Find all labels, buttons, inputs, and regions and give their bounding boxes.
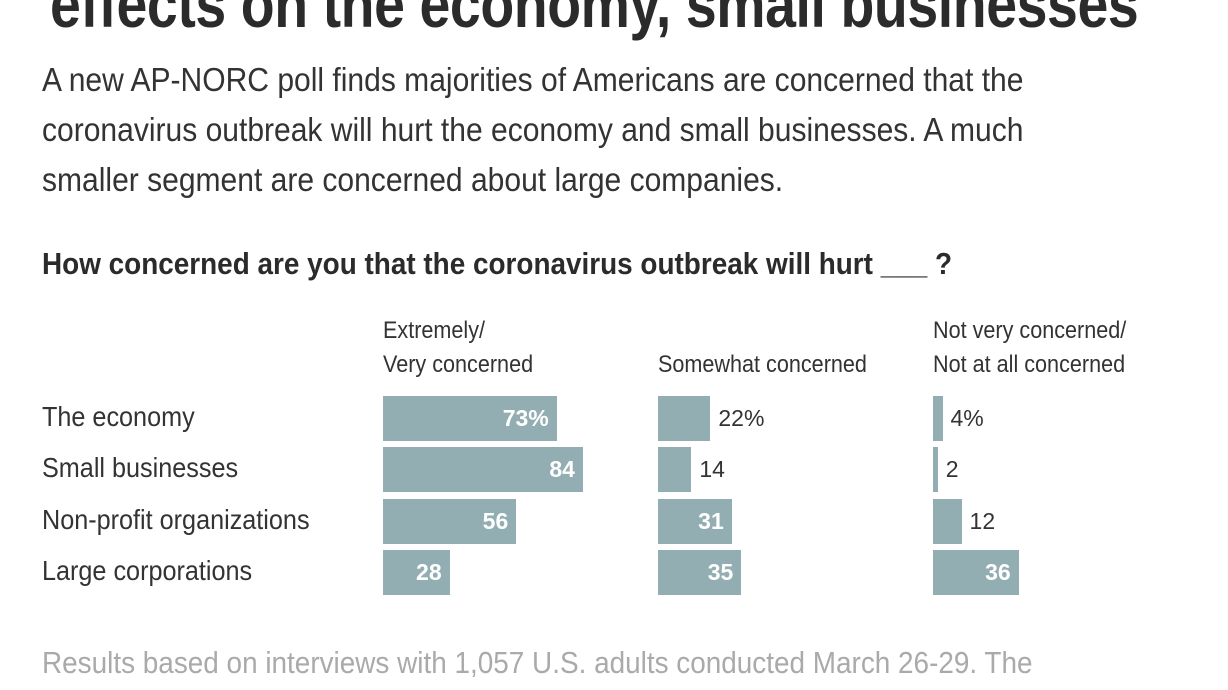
data-label: 14 (699, 456, 725, 482)
bar (933, 550, 1019, 595)
data-label: 36 (985, 559, 1011, 585)
bar (658, 396, 711, 441)
row-label: The economy (42, 401, 195, 432)
column-header: Not very concerned/ (933, 317, 1127, 344)
subtitle-line-2: coronavirus outbreak will hurt the econo… (42, 111, 1024, 148)
column-header: Very concerned (383, 351, 534, 378)
column-header: Extremely/ (383, 317, 486, 344)
subtitle-line-3: smaller segment are concerned about larg… (42, 161, 784, 198)
data-label: 35 (707, 559, 734, 585)
row-label: Non-profit organizations (42, 504, 310, 535)
row-label: Large corporations (42, 555, 253, 586)
data-label: 4% (950, 405, 984, 431)
subtitle-line-1: A new AP-NORC poll finds majorities of A… (42, 61, 1024, 98)
row-label: Small businesses (42, 452, 239, 483)
data-label: 2 (945, 456, 959, 482)
column-header: Not at all concerned (933, 351, 1126, 378)
question: How concerned are you that the coronavir… (42, 246, 953, 281)
data-label: 84 (549, 456, 575, 482)
bar (658, 499, 732, 544)
data-label: 28 (416, 559, 442, 585)
chart-title: effects on the economy, small businesses (50, 0, 1139, 41)
bar (658, 550, 742, 595)
data-label: 22% (718, 405, 765, 431)
data-label: 56 (482, 508, 509, 534)
data-label: 31 (698, 508, 724, 534)
bar (933, 447, 938, 492)
bar (658, 447, 692, 492)
bar (383, 447, 583, 492)
bar (383, 396, 557, 441)
bar (933, 499, 962, 544)
bar (383, 550, 450, 595)
bar (933, 396, 943, 441)
data-label: 73% (502, 405, 549, 431)
column-header: Somewhat concerned (658, 351, 867, 378)
bar (383, 499, 517, 544)
source-note: Results based on interviews with 1,057 U… (42, 645, 1033, 680)
data-label: 12 (969, 508, 996, 534)
